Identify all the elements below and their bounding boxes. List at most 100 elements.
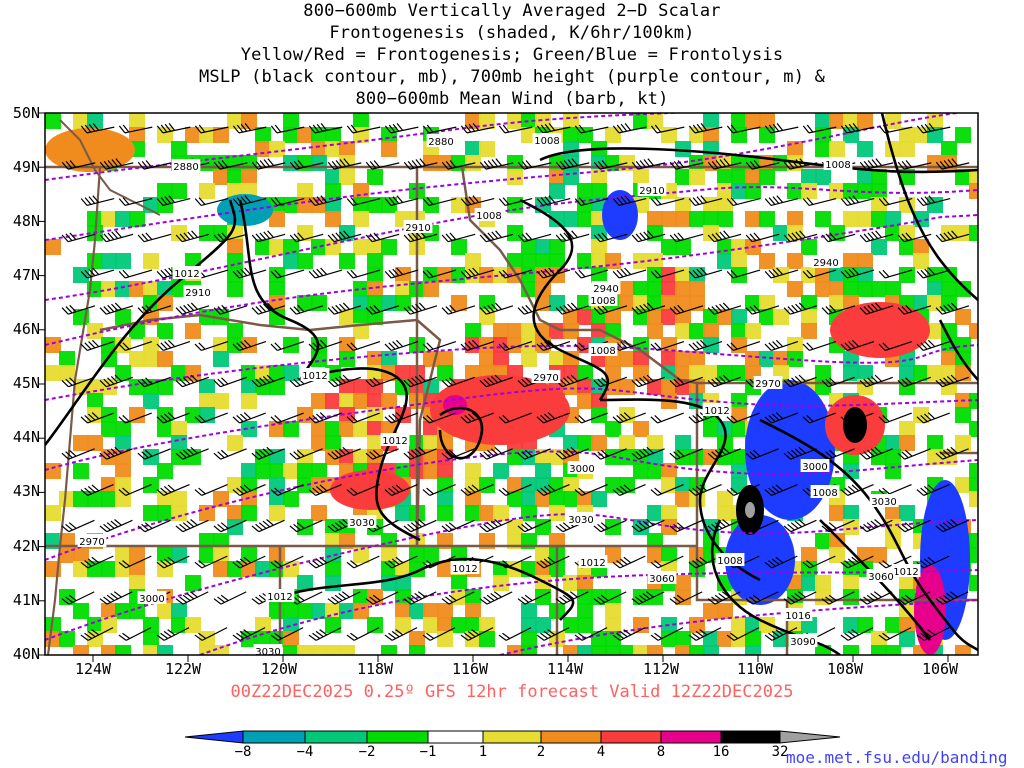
barb-flag (251, 525, 260, 533)
barb-flag (99, 161, 107, 170)
frontogenesis-cell (689, 323, 705, 339)
barb-flag (160, 197, 168, 205)
barb-shaft (391, 269, 419, 279)
frontogenesis-cell (745, 211, 761, 227)
frontogenesis-cell (115, 477, 131, 493)
lon-label: 122W (164, 660, 202, 678)
barb-flag (688, 561, 697, 569)
frontogenesis-cell (563, 379, 579, 395)
barb-flag (213, 380, 221, 388)
wind-barb (669, 591, 703, 605)
barb-flag (445, 523, 453, 531)
barb-flag (335, 232, 343, 240)
barb-flag (183, 377, 191, 385)
barb-flag (943, 377, 951, 385)
barb-flag (331, 451, 339, 459)
frontogenesis-cell (143, 645, 159, 655)
barb-flag (270, 343, 278, 351)
frontogenesis-cell (171, 421, 187, 437)
frontogenesis-cell (269, 421, 285, 437)
wind-barb (327, 446, 361, 460)
barb-flag (950, 519, 958, 526)
barb-flag (308, 270, 316, 279)
frontogenesis-cell (395, 575, 411, 591)
frontogenesis-cell (843, 589, 859, 605)
wind-barb (783, 302, 818, 315)
frontogenesis-cell (689, 211, 705, 227)
barb-flag (764, 561, 773, 569)
barb-flag (186, 376, 195, 384)
barb-flag (600, 522, 609, 529)
wind-barb (479, 374, 514, 388)
barb-flag (221, 232, 229, 240)
barb-flag (783, 161, 791, 170)
frontogenesis-cell (941, 379, 957, 395)
frontogenesis-cell (773, 155, 789, 171)
barb-flag (331, 233, 339, 242)
wind-barb (593, 160, 628, 170)
frontogenesis-cell (59, 491, 75, 507)
frontogenesis-cell (283, 617, 299, 633)
barb-flag (851, 339, 860, 348)
frontogenesis-cell (563, 491, 579, 507)
frontogenesis-cell (633, 617, 649, 633)
barb-flag (715, 160, 723, 168)
wind-barb (498, 341, 533, 351)
frontogenesis-cell (227, 113, 243, 129)
barb-flag (490, 376, 499, 384)
barb-shaft (714, 591, 741, 605)
barb-flag (350, 632, 359, 640)
barb-flag (669, 161, 677, 170)
wind-barb (574, 627, 608, 641)
frontogenesis-cell (241, 491, 257, 507)
barb-flag (68, 594, 77, 602)
lat-label: 50N (12, 104, 40, 122)
barb-flag (802, 270, 810, 279)
frontogenesis-cell (745, 295, 761, 311)
credit-link[interactable]: moe.met.fsu.edu/banding (786, 748, 1008, 767)
wind-barb (422, 269, 457, 279)
barb-flag (69, 232, 77, 240)
barb-flag (163, 630, 172, 638)
height-label: 2910 (185, 288, 210, 299)
frontogenesis-cell (731, 365, 747, 381)
barb-flag (847, 558, 856, 565)
barb-flag (852, 195, 860, 203)
wind-barb (61, 304, 96, 315)
barb-flag (574, 270, 582, 279)
frontogenesis-cell (353, 421, 369, 437)
barb-flag (616, 414, 624, 422)
barb-flag (350, 342, 358, 350)
frontogenesis-cell (787, 281, 803, 297)
frontogenesis-cell (115, 603, 131, 619)
barb-flag (411, 232, 419, 240)
barb-flag (167, 412, 176, 420)
barb-flag (578, 342, 586, 350)
barb-flag (145, 304, 153, 313)
wind-barb (384, 555, 418, 569)
barb-flag (799, 158, 807, 166)
frontogenesis-cell (871, 197, 887, 213)
barb-flag (346, 634, 355, 641)
barb-shaft (790, 448, 817, 460)
frontogenesis-cell (521, 477, 537, 493)
barb-flag (726, 489, 735, 496)
barb-flag (707, 452, 715, 460)
wind-barb (555, 230, 590, 243)
barb-shaft (524, 305, 552, 315)
frontogenesis-cell (451, 239, 467, 255)
wind-barb (175, 302, 210, 315)
barb-flag (802, 125, 810, 134)
mslp-label-bg (702, 403, 732, 416)
frontogenesis-cell (577, 645, 593, 655)
height-label: 2970 (755, 379, 780, 390)
frontogenesis-cell (955, 169, 971, 185)
barb-shaft (657, 269, 685, 279)
frontogenesis-cell (927, 197, 943, 213)
barb-flag (190, 374, 198, 382)
barb-flag (772, 196, 780, 204)
wind-barb (707, 230, 742, 243)
barb-flag (870, 448, 879, 456)
barb-flag (631, 380, 639, 388)
wind-barb (764, 339, 799, 351)
